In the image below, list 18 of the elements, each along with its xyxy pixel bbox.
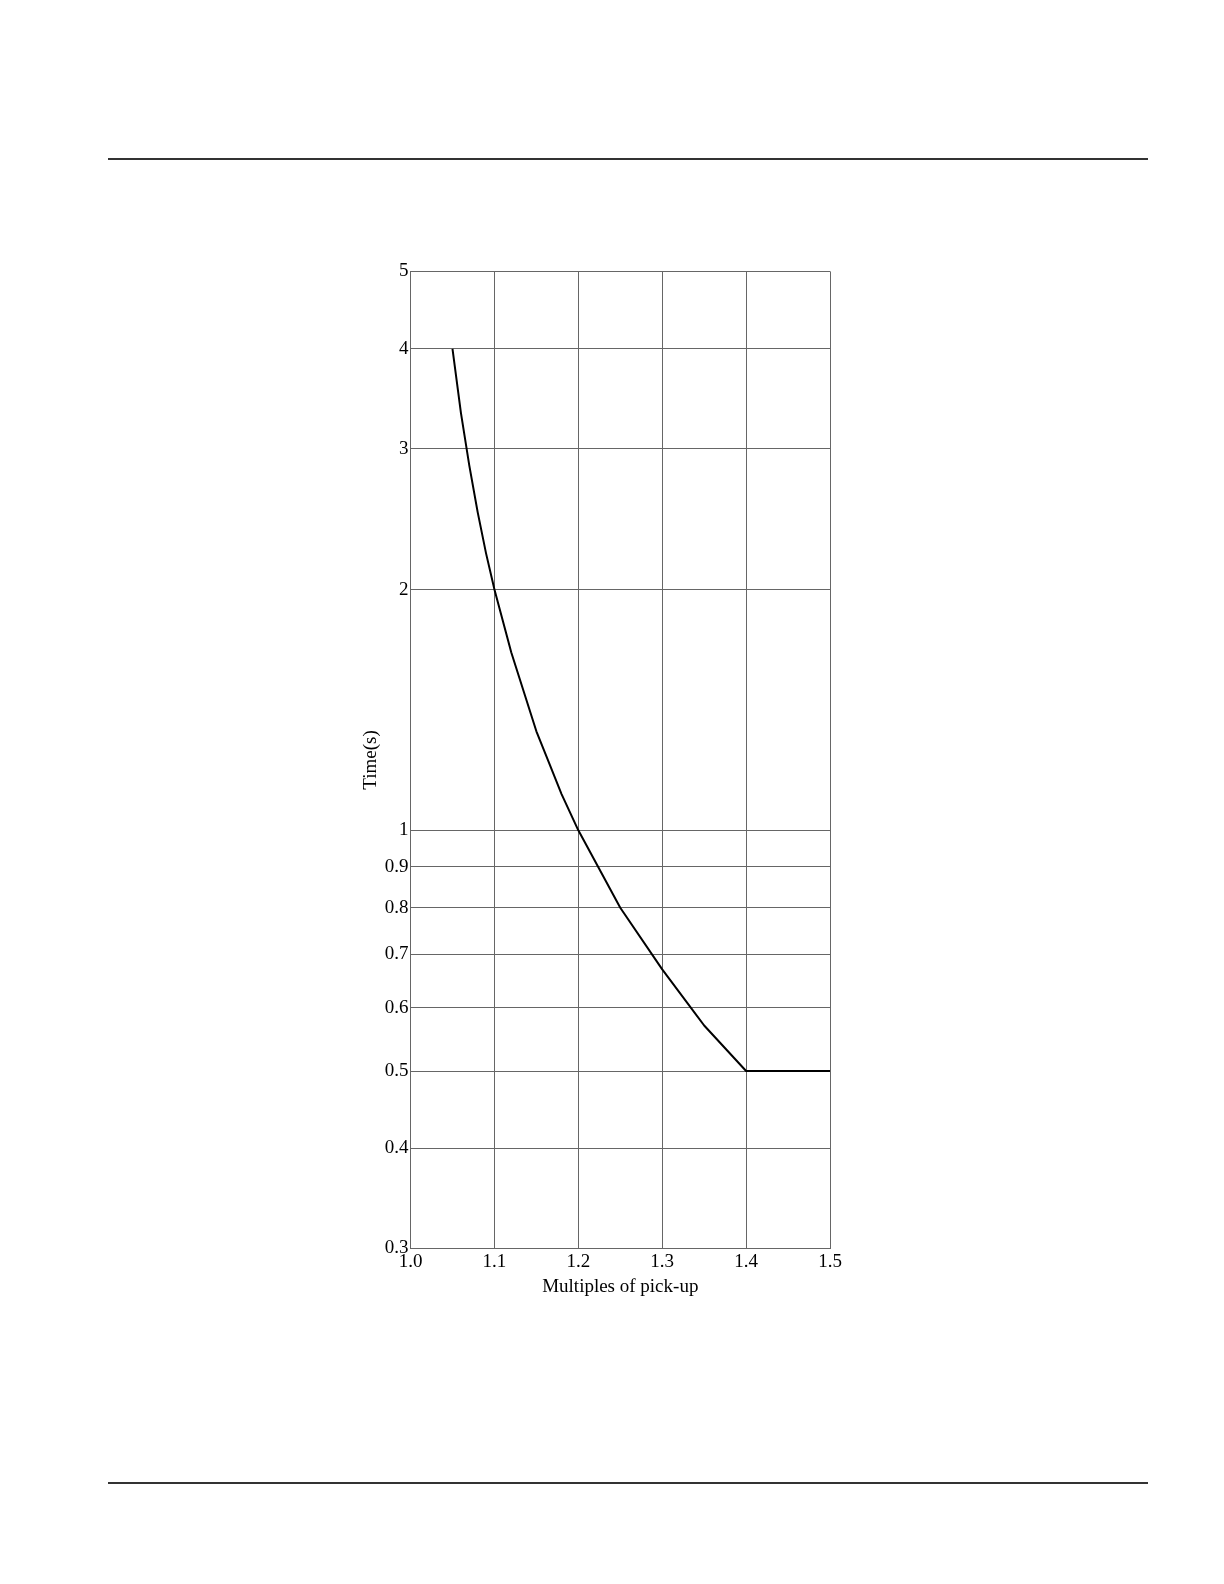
y-tick-label: 0.5 <box>384 1058 409 1080</box>
x-tick-label: 1.5 <box>818 1249 842 1271</box>
y-axis-title: Time(s) <box>359 730 382 790</box>
y-tick-label: 0.4 <box>384 1136 410 1158</box>
y-tick-label: 5 <box>399 259 409 281</box>
y-tick-label: 0.9 <box>384 854 409 876</box>
y-tick-label: 3 <box>399 436 409 458</box>
x-tick-label: 1.4 <box>734 1249 759 1271</box>
y-tick-label: 0.6 <box>384 995 409 1017</box>
x-tick-label: 1.2 <box>566 1249 591 1271</box>
y-tick-label: 1 <box>399 818 409 840</box>
x-tick-label: 1.3 <box>650 1249 675 1271</box>
x-axis-title: Multiples of pick-up <box>542 1274 699 1296</box>
y-tick-label: 4 <box>399 336 410 358</box>
y-tick-label: 0.8 <box>384 895 409 917</box>
y-tick-label: 0.7 <box>384 942 409 964</box>
x-tick-label: 1.1 <box>482 1249 507 1271</box>
y-tick-label: 2 <box>399 577 409 599</box>
